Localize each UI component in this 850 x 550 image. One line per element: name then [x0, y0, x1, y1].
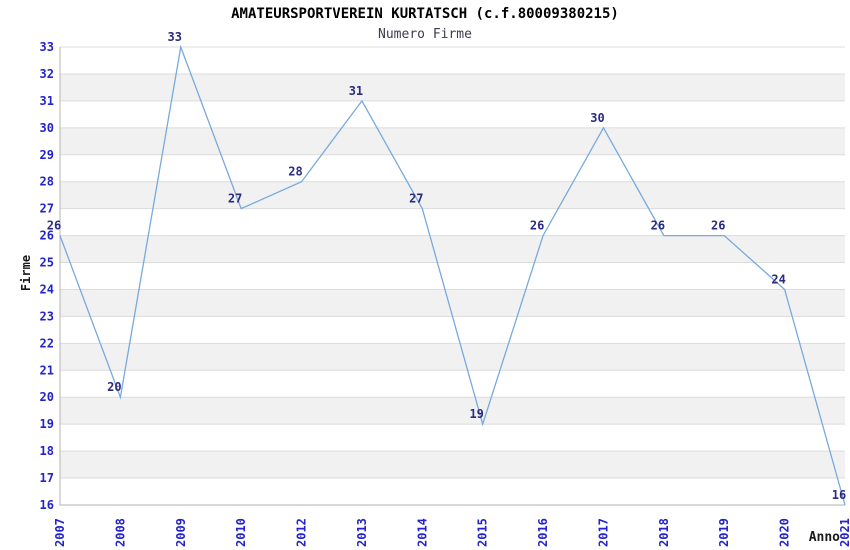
y-tick-label: 24: [40, 282, 54, 296]
y-tick-label: 17: [40, 471, 54, 485]
grid-band: [60, 343, 845, 371]
grid-band: [60, 397, 845, 425]
axis-border: [59, 47, 845, 506]
grid-band: [60, 316, 845, 344]
data-point-label: 24: [771, 272, 785, 286]
data-point-label: 28: [288, 165, 302, 179]
data-point-label: 26: [47, 219, 61, 233]
y-tick-label: 22: [40, 336, 54, 350]
x-tick-label: 2007: [53, 518, 67, 547]
series-line: [59, 44, 846, 506]
grid-band: [60, 370, 845, 398]
chart-subtitle: Numero Firme: [378, 27, 472, 42]
x-tick-label: 2013: [355, 518, 369, 547]
y-tick-label: 32: [40, 67, 54, 81]
grid-band: [60, 154, 845, 182]
y-tick-label: 20: [40, 390, 54, 404]
x-tick-label: 2019: [717, 518, 731, 547]
x-tick-label: 2010: [234, 518, 248, 547]
data-point-label: 27: [409, 192, 423, 206]
y-tick-label: 31: [40, 94, 54, 108]
x-tick-label: 2016: [536, 518, 550, 547]
y-tick-label: 26: [40, 229, 54, 243]
data-point-label: 16: [832, 488, 846, 502]
data-point-label: 30: [590, 111, 604, 125]
y-tick-label: 19: [40, 417, 54, 431]
y-tick-label: 30: [40, 121, 54, 135]
x-tick-label: 2021: [838, 518, 850, 547]
x-tick-label: 2008: [113, 518, 127, 547]
data-point-label: 26: [651, 219, 665, 233]
data-point-label: 20: [107, 380, 121, 394]
grid-band: [60, 478, 845, 505]
y-tick-label: 16: [40, 498, 54, 512]
y-tick-label: 27: [40, 202, 54, 216]
x-tick-label: 2018: [657, 518, 671, 547]
grid-band: [60, 181, 845, 209]
y-tick-label: 21: [40, 363, 54, 377]
grid-band: [60, 451, 845, 479]
x-tick-label: 2015: [476, 518, 490, 547]
x-tick-label: 2020: [778, 518, 792, 547]
grid-band: [60, 73, 845, 101]
y-tick-label: 25: [40, 256, 54, 270]
grid-band: [60, 262, 845, 290]
y-tick-label: 18: [40, 444, 54, 458]
y-axis-title: Firme: [19, 255, 33, 291]
x-tick-label: 2009: [174, 518, 188, 547]
data-point-label: 26: [530, 219, 544, 233]
x-axis-title: Anno: [809, 530, 840, 545]
data-point-label: 33: [168, 30, 182, 44]
x-tick-label: 2017: [596, 518, 610, 547]
grid-band: [60, 424, 845, 452]
grid-band: [60, 127, 845, 155]
y-tick-label: 33: [40, 40, 54, 54]
chart-title: AMATEURSPORTVEREIN KURTATSCH (c.f.800093…: [231, 6, 619, 22]
x-tick-label: 2012: [295, 518, 309, 547]
grid-band: [60, 208, 845, 236]
grid-band: [60, 47, 845, 74]
data-point-label: 19: [469, 407, 483, 421]
y-tick-label: 28: [40, 175, 54, 189]
data-point-label: 27: [228, 192, 242, 206]
y-tick-label: 23: [40, 309, 54, 323]
x-tick-label: 2014: [415, 518, 429, 547]
grid-band: [60, 100, 845, 128]
y-tick-label: 29: [40, 148, 54, 162]
data-point-label: 26: [711, 219, 725, 233]
grid-band: [60, 289, 845, 317]
data-point-label: 31: [349, 84, 363, 98]
grid-band: [60, 235, 845, 263]
